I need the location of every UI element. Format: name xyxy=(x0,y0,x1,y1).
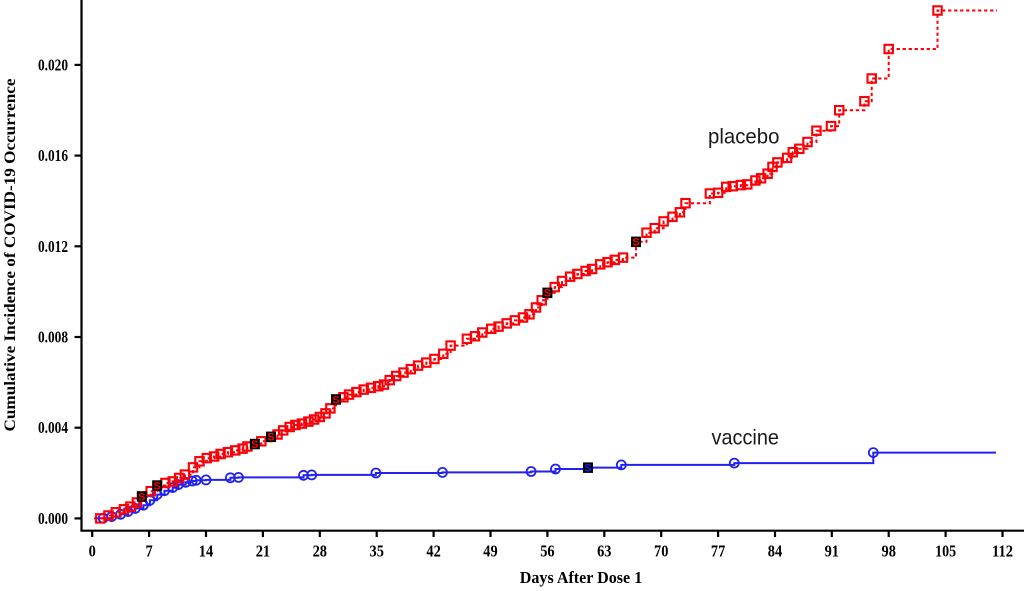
svg-text:0.000: 0.000 xyxy=(38,509,68,528)
svg-text:105: 105 xyxy=(935,542,956,561)
svg-text:21: 21 xyxy=(256,542,270,561)
svg-text:S: S xyxy=(584,463,591,475)
svg-text:S: S xyxy=(154,480,161,492)
svg-text:0.016: 0.016 xyxy=(38,146,68,165)
svg-text:35: 35 xyxy=(370,542,384,561)
svg-text:0.008: 0.008 xyxy=(38,328,68,347)
svg-text:0.004: 0.004 xyxy=(38,418,68,437)
svg-text:42: 42 xyxy=(426,542,440,561)
svg-text:28: 28 xyxy=(313,542,327,561)
svg-text:7: 7 xyxy=(146,542,154,561)
svg-text:0.020: 0.020 xyxy=(38,55,68,74)
svg-text:112: 112 xyxy=(992,542,1013,561)
svg-text:91: 91 xyxy=(825,542,839,561)
svg-text:Cumulative Incidence of COVID-: Cumulative Incidence of COVID-19 Occurre… xyxy=(2,78,19,431)
svg-text:S: S xyxy=(267,432,274,444)
svg-text:56: 56 xyxy=(540,542,554,561)
svg-text:S: S xyxy=(251,439,258,451)
svg-text:Days After Dose 1: Days After Dose 1 xyxy=(520,568,643,587)
svg-text:70: 70 xyxy=(654,542,668,561)
svg-text:84: 84 xyxy=(768,542,783,561)
svg-text:49: 49 xyxy=(483,542,497,561)
svg-text:77: 77 xyxy=(711,542,726,561)
svg-text:vaccine: vaccine xyxy=(712,427,780,450)
svg-text:98: 98 xyxy=(882,542,896,561)
svg-text:14: 14 xyxy=(199,542,214,561)
svg-text:S: S xyxy=(138,491,145,503)
svg-text:placebo: placebo xyxy=(708,126,779,149)
svg-text:S: S xyxy=(332,394,339,406)
svg-text:S: S xyxy=(632,237,639,249)
svg-text:0.012: 0.012 xyxy=(38,237,68,256)
svg-text:S: S xyxy=(544,288,551,300)
svg-text:0: 0 xyxy=(89,542,96,561)
svg-text:63: 63 xyxy=(597,542,611,561)
